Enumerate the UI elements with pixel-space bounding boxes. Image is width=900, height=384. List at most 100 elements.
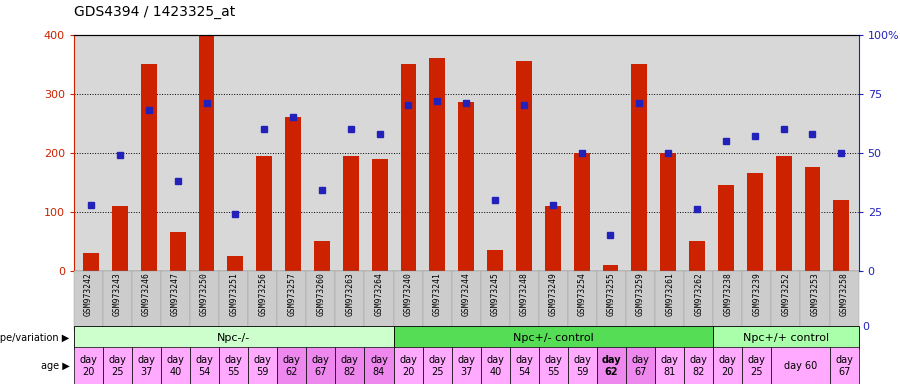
Bar (718, 185, 734, 271)
Bar (742, 347, 771, 384)
Bar (747, 173, 762, 271)
Text: GSM973258: GSM973258 (840, 272, 849, 316)
Text: day
20: day 20 (399, 355, 417, 377)
Text: day
82: day 82 (341, 355, 359, 377)
Bar (277, 347, 306, 384)
Text: day
84: day 84 (370, 355, 388, 377)
Bar (83, 253, 99, 271)
Bar (248, 271, 277, 330)
Bar (190, 271, 219, 330)
Bar (830, 347, 859, 384)
Bar (103, 347, 132, 384)
Text: GSM973255: GSM973255 (607, 272, 616, 316)
Bar (539, 347, 568, 384)
Text: day
37: day 37 (457, 355, 475, 377)
Text: Npc-/-: Npc-/- (217, 333, 250, 343)
Bar (626, 347, 655, 384)
Bar (597, 271, 626, 330)
Bar (568, 347, 597, 384)
Bar (170, 232, 185, 271)
Bar (452, 271, 481, 330)
Bar (161, 347, 190, 384)
Text: day
67: day 67 (312, 355, 329, 377)
Text: GSM973259: GSM973259 (636, 272, 645, 316)
Bar (74, 326, 393, 349)
Bar (285, 117, 301, 271)
Bar (423, 271, 452, 330)
Bar (132, 271, 161, 330)
Bar (714, 347, 742, 384)
Text: day
20: day 20 (79, 355, 97, 377)
Bar (141, 64, 157, 271)
Bar (516, 61, 532, 271)
Text: GSM973249: GSM973249 (549, 272, 558, 316)
Text: GSM973243: GSM973243 (112, 272, 122, 316)
Bar (306, 271, 336, 330)
Text: day
37: day 37 (138, 355, 156, 377)
Text: GSM973247: GSM973247 (171, 272, 180, 316)
Bar (800, 271, 830, 330)
Bar (509, 347, 539, 384)
Bar (400, 64, 417, 271)
Text: GSM973264: GSM973264 (374, 272, 383, 316)
Bar (429, 58, 445, 271)
Bar (393, 326, 714, 349)
Bar (771, 271, 800, 330)
Text: day
67: day 67 (632, 355, 650, 377)
Bar (509, 271, 539, 330)
Bar (684, 271, 714, 330)
Bar (314, 241, 330, 271)
Bar (393, 347, 423, 384)
Bar (661, 153, 676, 271)
Text: GSM973261: GSM973261 (665, 272, 674, 316)
Bar (544, 206, 561, 271)
Text: day
59: day 59 (254, 355, 272, 377)
Bar (452, 347, 481, 384)
Text: day
62: day 62 (602, 355, 621, 377)
Bar (132, 347, 161, 384)
Bar (684, 347, 714, 384)
Text: day
59: day 59 (573, 355, 591, 377)
Bar (112, 206, 128, 271)
Bar (103, 271, 132, 330)
Text: GSM973250: GSM973250 (200, 272, 209, 316)
Text: GSM973260: GSM973260 (317, 272, 326, 316)
Text: GSM973245: GSM973245 (491, 272, 500, 316)
Text: genotype/variation ▶: genotype/variation ▶ (0, 333, 69, 343)
Bar (364, 347, 393, 384)
Bar (632, 64, 647, 271)
Bar (219, 347, 248, 384)
Bar (277, 271, 306, 330)
Bar (626, 271, 655, 330)
Bar (161, 271, 190, 330)
Text: GSM973239: GSM973239 (752, 272, 761, 316)
Bar (573, 153, 590, 271)
Bar (539, 271, 568, 330)
Text: GSM973246: GSM973246 (142, 272, 151, 316)
Text: GSM973263: GSM973263 (346, 272, 355, 316)
Bar (714, 271, 742, 330)
Text: GSM973252: GSM973252 (781, 272, 790, 316)
Bar (830, 271, 859, 330)
Text: day
54: day 54 (516, 355, 534, 377)
Text: GSM973257: GSM973257 (287, 272, 296, 316)
Bar (458, 103, 474, 271)
Text: age ▶: age ▶ (40, 361, 69, 371)
Bar (655, 271, 684, 330)
Text: day
40: day 40 (166, 355, 184, 377)
Text: day
55: day 55 (544, 355, 562, 377)
Text: day
82: day 82 (689, 355, 707, 377)
Text: day
55: day 55 (225, 355, 243, 377)
Bar (228, 256, 243, 271)
Text: day
20: day 20 (719, 355, 737, 377)
Bar (74, 347, 103, 384)
Bar (423, 347, 452, 384)
Text: day
54: day 54 (195, 355, 213, 377)
Bar (487, 250, 503, 271)
Bar (602, 265, 618, 271)
Bar (597, 347, 626, 384)
Text: Npc+/- control: Npc+/- control (513, 333, 594, 343)
Bar (219, 271, 248, 330)
Bar (372, 159, 388, 271)
Bar (481, 271, 509, 330)
